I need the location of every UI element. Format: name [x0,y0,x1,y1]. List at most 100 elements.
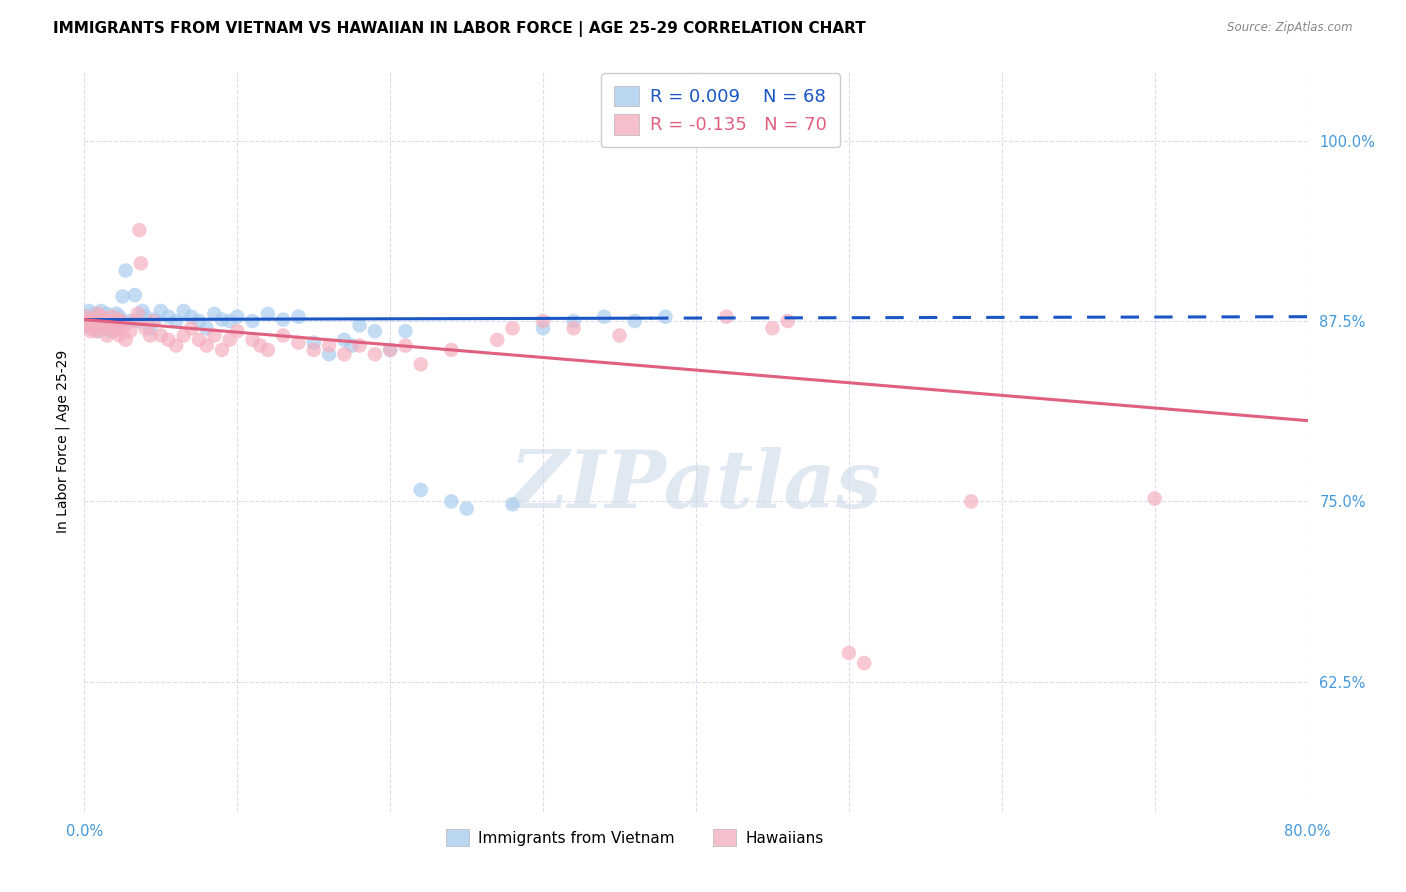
Point [242,333,264,347]
Point [104,314,127,328]
Point [84,314,107,328]
Point [271,328,294,343]
Point [131,304,153,318]
Point [333,347,356,361]
Point [110,314,132,328]
Point [287,310,309,324]
Point [75,310,97,324]
Point [838,646,860,660]
Point [173,304,195,318]
Point [93,318,115,333]
Point [142,314,165,328]
Point [103,311,125,326]
Point [562,314,585,328]
Point [124,288,146,302]
Point [135,321,157,335]
Point [440,343,463,357]
Point [107,312,129,326]
Point [333,333,356,347]
Point [124,314,146,328]
Point [114,333,136,347]
Point [502,497,524,511]
Point [77,304,100,318]
Point [111,289,134,303]
Point [776,314,799,328]
Point [127,314,149,328]
Point [114,263,136,277]
Point [456,501,478,516]
Point [960,494,983,508]
Point [157,333,180,347]
Point [149,328,172,343]
Point [94,312,117,326]
Point [180,321,202,335]
Point [562,321,585,335]
Point [120,314,142,328]
Point [80,312,103,326]
Point [318,347,340,361]
Point [91,314,114,328]
Point [128,223,150,237]
Point [394,324,416,338]
Point [173,328,195,343]
Point [409,483,432,497]
Point [716,134,738,148]
Point [89,318,111,333]
Text: Source: ZipAtlas.com: Source: ZipAtlas.com [1227,21,1353,35]
Point [394,338,416,352]
Text: IMMIGRANTS FROM VIETNAM VS HAWAIIAN IN LABOR FORCE | AGE 25-29 CORRELATION CHART: IMMIGRANTS FROM VIETNAM VS HAWAIIAN IN L… [53,21,866,37]
Point [180,310,202,324]
Point [654,310,676,324]
Point [287,335,309,350]
Point [129,256,152,270]
Point [853,656,876,670]
Point [149,304,172,318]
Point [87,307,110,321]
Point [349,338,371,352]
Point [380,343,402,357]
Point [83,321,105,335]
Point [91,314,114,328]
Point [135,310,157,324]
Point [120,324,142,338]
Point [108,310,131,324]
Point [77,318,100,333]
Point [105,321,128,335]
Point [101,317,124,331]
Point [84,307,107,321]
Point [89,310,111,324]
Text: ZIPatlas: ZIPatlas [510,447,882,524]
Point [103,324,125,338]
Point [249,338,271,352]
Point [96,328,118,343]
Point [90,310,112,324]
Point [211,312,233,326]
Point [139,321,162,335]
Point [94,312,117,326]
Point [593,310,616,324]
Point [86,324,108,338]
Point [97,314,120,328]
Point [76,314,98,328]
Point [110,314,132,328]
Point [218,333,240,347]
Point [83,318,105,333]
Point [79,324,101,338]
Legend: Immigrants from Vietnam, Hawaiians: Immigrants from Vietnam, Hawaiians [440,823,830,852]
Point [80,312,103,326]
Point [79,321,101,335]
Point [531,321,554,335]
Point [96,307,118,321]
Point [531,314,554,328]
Point [380,343,402,357]
Point [76,316,98,330]
Point [761,134,783,148]
Point [87,324,110,338]
Point [139,328,162,343]
Point [716,310,738,324]
Point [195,321,218,335]
Y-axis label: In Labor Force | Age 25-29: In Labor Force | Age 25-29 [56,350,70,533]
Point [165,314,187,328]
Point [195,338,218,352]
Point [340,338,363,352]
